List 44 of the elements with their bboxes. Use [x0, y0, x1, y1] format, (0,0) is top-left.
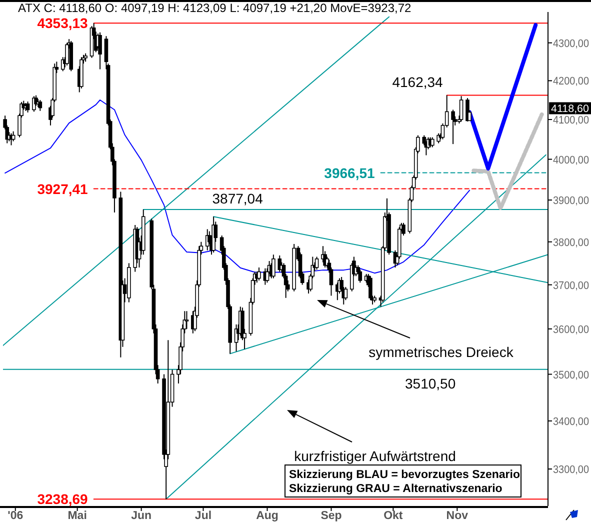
- candlestick: [272, 254, 276, 279]
- annotation: 3238,69: [37, 491, 88, 508]
- x-tick-label: Aug: [256, 510, 278, 522]
- annotation: kurzfristiger Aufwärtstrend: [294, 448, 456, 464]
- y-tick-label: 3900,00: [553, 195, 591, 208]
- annotation: 3927,41: [37, 180, 88, 197]
- y-tick-label: 3400,00: [553, 416, 591, 428]
- candlestick: [451, 109, 455, 145]
- y-tick-label: 3300,00: [553, 464, 591, 476]
- candlestick: [184, 310, 189, 330]
- annotation: Skizzierung GRAU = Alternativszenario: [289, 483, 502, 495]
- y-tick-label: 3600,00: [553, 324, 591, 336]
- line-series: [472, 112, 544, 210]
- x-tick-label: Nov: [446, 510, 469, 522]
- annotation: 3510,50: [405, 375, 456, 392]
- y-tick-label: 4000,00: [553, 154, 591, 166]
- candlestick: [257, 266, 261, 281]
- candlestick: [358, 269, 362, 284]
- annotation: 3877,04: [212, 190, 264, 207]
- candlestick: [98, 32, 102, 70]
- chart-title: ATX C: 4118,60 O: 4097,19 H: 4123,09 L: 4097,19 +21,20 MovE=3923,72: [18, 1, 412, 15]
- y-tick-label: 4200,00: [553, 76, 591, 88]
- y-tick-label: 4300,00: [553, 38, 591, 50]
- y-tick-label: 4100,00: [553, 114, 591, 127]
- x-tick-label: Jul: [194, 510, 212, 522]
- annotation: 3966,51: [324, 164, 375, 181]
- x-tick-label: Mai: [68, 510, 87, 522]
- annotation: Skizzierung BLAU = bevorzugtes Szenario: [289, 469, 520, 481]
- annotation: 4162,34: [392, 74, 444, 90]
- x-tick-label: '06: [8, 510, 24, 522]
- candlestick: [11, 130, 16, 142]
- x-tick-label: Jun: [131, 510, 152, 522]
- text: 4118,60: [551, 103, 590, 116]
- y-tick-label: 3700,00: [553, 280, 591, 292]
- candlestick: [430, 136, 434, 148]
- candlestick: [344, 286, 348, 301]
- annotation: symmetrisches Dreieck: [368, 344, 514, 360]
- x-tick-label: Okt: [384, 510, 403, 522]
- x-tick-label: Sep: [320, 510, 342, 522]
- candlestick: [459, 96, 464, 122]
- annotation: 4353,13: [37, 15, 88, 32]
- candlestick: [368, 276, 372, 301]
- y-tick-label: 3500,00: [553, 369, 591, 382]
- y-tick-label: 3800,00: [553, 236, 591, 249]
